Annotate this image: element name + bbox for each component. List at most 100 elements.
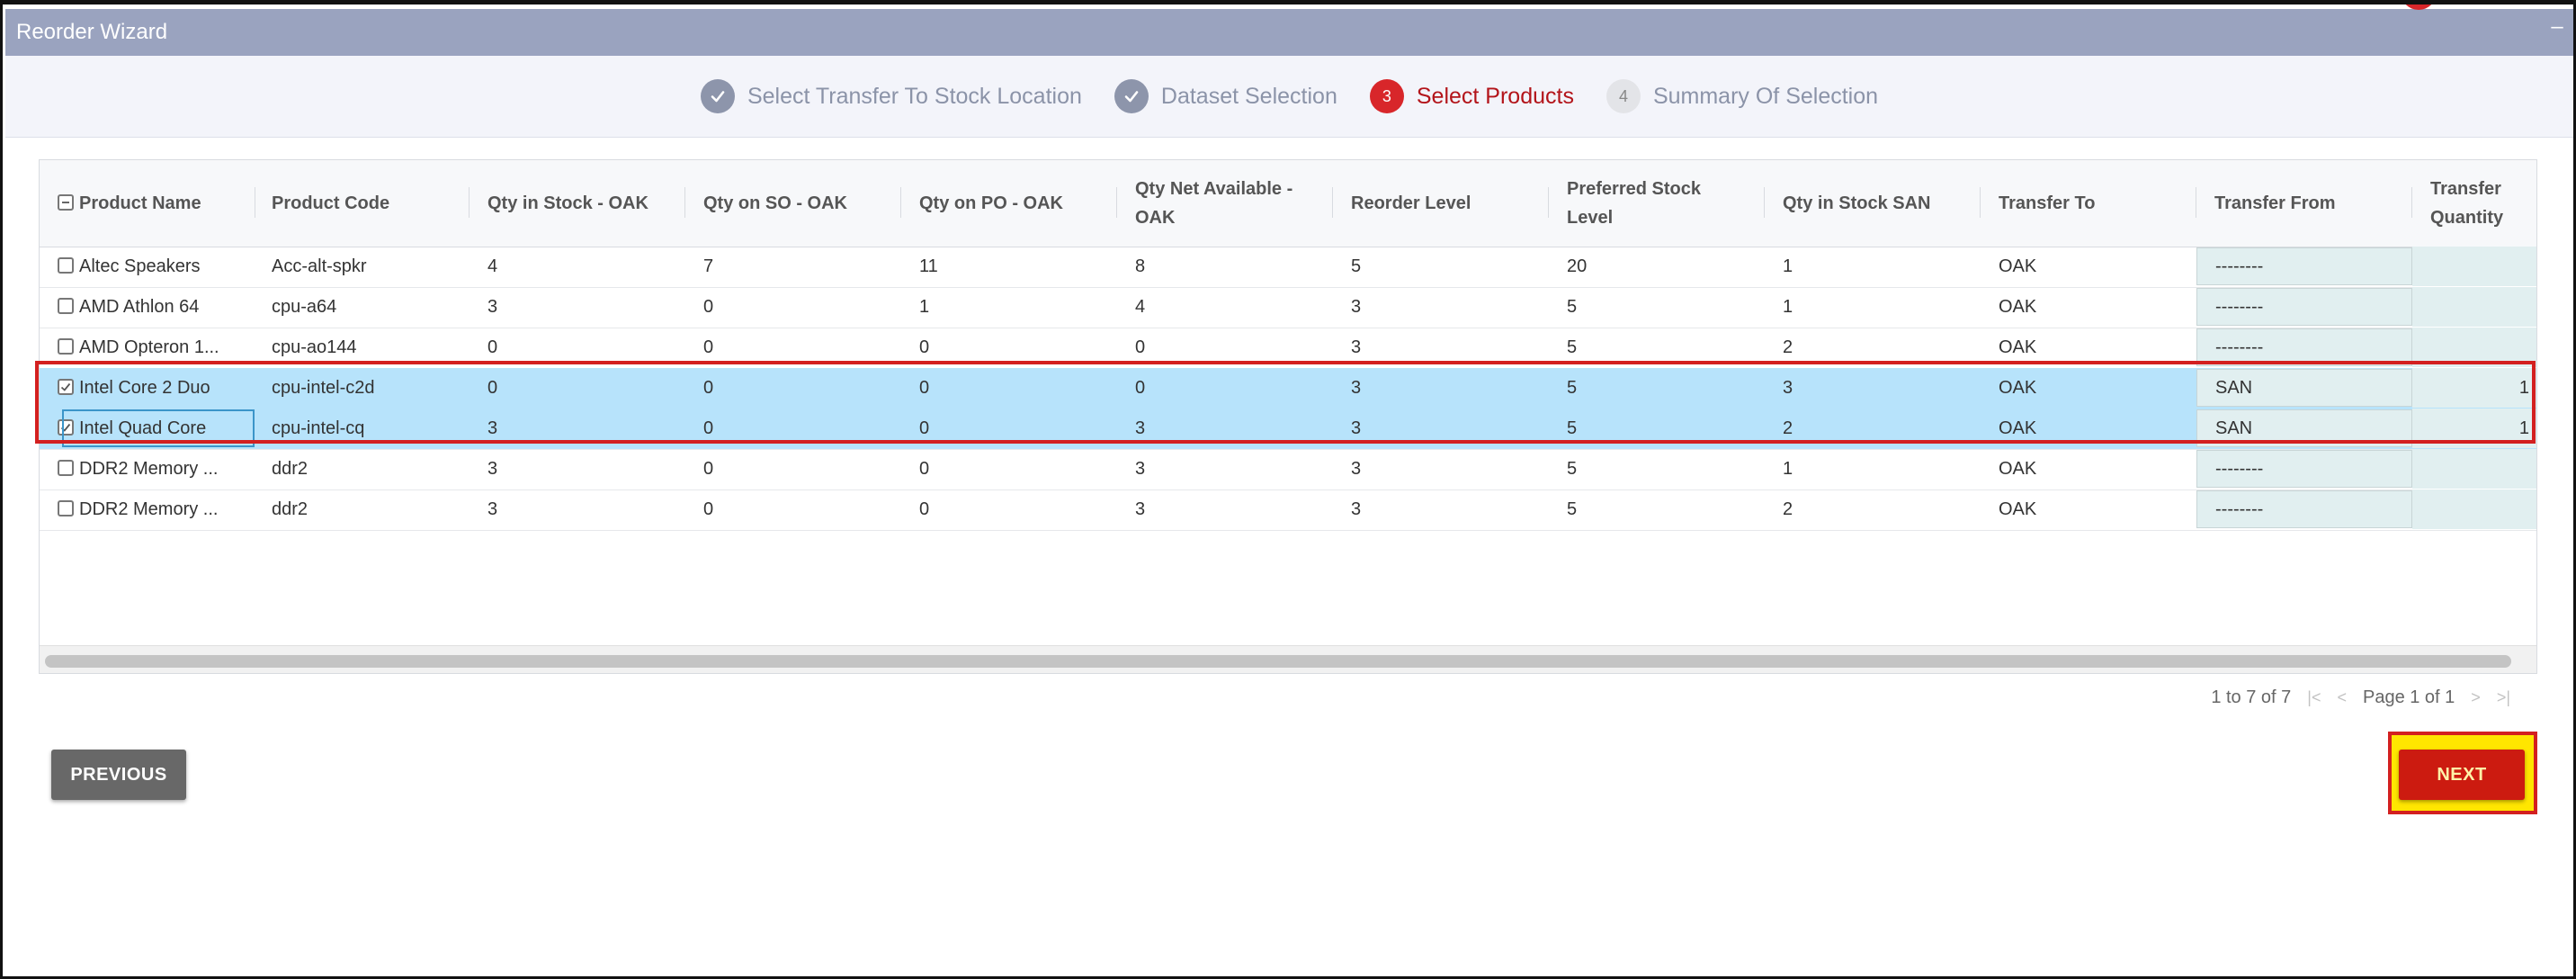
column-header-qty-net-oak[interactable]: Qty Net Available - OAK bbox=[1117, 160, 1333, 247]
column-header-label: Product Code bbox=[272, 193, 390, 213]
cell-transfer-from[interactable]: -------- bbox=[2196, 490, 2412, 528]
cell-transfer-from[interactable]: SAN bbox=[2196, 369, 2412, 407]
cell-transfer-to: OAK bbox=[1999, 498, 2037, 519]
column-separator[interactable] bbox=[1980, 187, 1981, 218]
table-row[interactable]: DDR2 Memory ... ddr2 3 0 0 3 3 5 1 OAK -------- bbox=[40, 449, 2536, 490]
cell-transfer-from[interactable]: -------- bbox=[2196, 450, 2412, 488]
minimize-icon[interactable]: – bbox=[2551, 14, 2563, 39]
column-header-label: Qty in Stock - OAK bbox=[487, 193, 648, 213]
table-row[interactable]: Intel Quad Core cpu-intel-cq 3 0 0 3 3 5 2 OAK SAN… bbox=[40, 409, 2536, 450]
cell-qty-so-oak: 0 bbox=[703, 418, 714, 438]
table-row[interactable]: AMD Athlon 64 cpu-a64 3 0 1 4 3 5 1 OAK -------- bbox=[40, 287, 2536, 328]
select-all-checkbox[interactable] bbox=[58, 194, 74, 211]
column-header-qty-stock-oak[interactable]: Qty in Stock - OAK bbox=[470, 160, 685, 247]
cell-qty-so-oak: 0 bbox=[703, 377, 714, 398]
column-header-product-name[interactable]: Product Name bbox=[61, 160, 255, 247]
cell-product-name: DDR2 Memory ... bbox=[79, 458, 219, 479]
previous-button[interactable]: PREVIOUS bbox=[51, 750, 186, 800]
cell-product-name: Intel Quad Core bbox=[61, 409, 255, 448]
next-page-icon[interactable]: > bbox=[2471, 687, 2481, 706]
cell-transfer-to: OAK bbox=[1999, 458, 2037, 479]
row-checkbox[interactable] bbox=[58, 257, 74, 274]
cell-transfer-qty[interactable]: 1 bbox=[2412, 409, 2536, 448]
column-header-transfer-from[interactable]: Transfer From bbox=[2196, 160, 2412, 247]
cell-transfer-qty[interactable] bbox=[2412, 328, 2536, 367]
step-label: Select Products bbox=[1416, 83, 1574, 109]
cell-preferred-level: 5 bbox=[1567, 377, 1578, 398]
last-page-icon[interactable]: >| bbox=[2496, 687, 2510, 706]
row-checkbox[interactable] bbox=[58, 338, 74, 355]
step-3: 3 Select Products bbox=[1369, 79, 1574, 113]
column-separator[interactable] bbox=[684, 187, 685, 218]
horizontal-scrollbar[interactable] bbox=[45, 655, 2511, 668]
cell-qty-net-oak: 3 bbox=[1135, 418, 1146, 438]
column-header-qty-so-oak[interactable]: Qty on SO - OAK bbox=[685, 160, 901, 247]
column-header-preferred-level[interactable]: Preferred Stock Level bbox=[1549, 160, 1765, 247]
cell-qty-so-oak: 0 bbox=[703, 296, 714, 317]
cell-transfer-from[interactable]: SAN bbox=[2196, 409, 2412, 447]
column-header-reorder-level[interactable]: Reorder Level bbox=[1333, 160, 1549, 247]
cell-reorder-level: 3 bbox=[1351, 458, 1362, 479]
cell-transfer-qty[interactable] bbox=[2412, 490, 2536, 529]
column-separator[interactable] bbox=[1116, 187, 1117, 218]
next-button[interactable]: NEXT bbox=[2399, 750, 2525, 800]
cell-transfer-qty[interactable] bbox=[2412, 449, 2536, 489]
cell-reorder-level: 3 bbox=[1351, 296, 1362, 317]
cell-qty-po-oak: 0 bbox=[919, 418, 930, 438]
cell-transfer-to: OAK bbox=[1999, 418, 2037, 438]
cell-transfer-qty[interactable] bbox=[2412, 287, 2536, 327]
cell-transfer-to: OAK bbox=[1999, 296, 2037, 317]
step-label: Summary Of Selection bbox=[1652, 83, 1879, 109]
row-checkbox[interactable] bbox=[58, 419, 74, 436]
column-separator[interactable] bbox=[1764, 187, 1765, 218]
cell-transfer-from[interactable]: -------- bbox=[2196, 288, 2412, 326]
prev-page-icon[interactable]: < bbox=[2337, 687, 2347, 706]
cell-transfer-from[interactable]: -------- bbox=[2196, 328, 2412, 366]
cell-preferred-level: 20 bbox=[1567, 256, 1588, 276]
cell-qty-stock-san: 1 bbox=[1783, 296, 1793, 317]
column-separator[interactable] bbox=[2411, 187, 2412, 218]
first-page-icon[interactable]: |< bbox=[2307, 687, 2321, 706]
cell-preferred-level: 5 bbox=[1567, 296, 1578, 317]
column-header-product-code[interactable]: Product Code bbox=[254, 160, 470, 247]
column-header-qty-po-oak[interactable]: Qty on PO - OAK bbox=[901, 160, 1117, 247]
pagination: 1 to 7 of 7 |< < Page 1 of 1 > >| bbox=[2211, 685, 2510, 710]
row-checkbox[interactable] bbox=[58, 500, 74, 516]
cell-qty-so-oak: 0 bbox=[703, 458, 714, 479]
cell-preferred-level: 5 bbox=[1567, 418, 1578, 438]
cell-qty-po-oak: 0 bbox=[919, 458, 930, 479]
cell-qty-stock-san: 1 bbox=[1783, 458, 1793, 479]
column-separator[interactable] bbox=[469, 187, 470, 218]
cell-product-code: cpu-ao144 bbox=[272, 337, 357, 357]
row-checkbox[interactable] bbox=[58, 460, 74, 476]
column-header-transfer-to[interactable]: Transfer To bbox=[1981, 160, 2196, 247]
row-checkbox[interactable] bbox=[58, 379, 74, 395]
cell-qty-stock-san: 2 bbox=[1783, 498, 1793, 519]
table-row[interactable]: AMD Opteron 1... cpu-ao144 0 0 0 0 3 5 2 OAK -----… bbox=[40, 328, 2536, 369]
cell-qty-stock-oak: 3 bbox=[487, 458, 498, 479]
step-1: Select Transfer To Stock Location bbox=[700, 79, 1082, 113]
cell-qty-stock-oak: 3 bbox=[487, 498, 498, 519]
cell-qty-stock-oak: 0 bbox=[487, 377, 498, 398]
wizard-stepper: Select Transfer To Stock Location Dataset… bbox=[5, 56, 2573, 138]
step-2: Dataset Selection bbox=[1114, 79, 1337, 113]
window-titlebar: Reorder Wizard – bbox=[5, 9, 2573, 56]
horizontal-scrollbar-track[interactable] bbox=[40, 645, 2536, 673]
table-row[interactable]: Altec Speakers Acc-alt-spkr 4 7 11 8 5 20 1 OAK --… bbox=[40, 247, 2536, 288]
cell-transfer-from[interactable]: -------- bbox=[2196, 247, 2412, 285]
table-row[interactable]: DDR2 Memory ... ddr2 3 0 0 3 3 5 2 OAK -------- bbox=[40, 490, 2536, 531]
column-separator[interactable] bbox=[900, 187, 901, 218]
column-header-label: Qty Net Available - OAK bbox=[1135, 179, 1293, 228]
column-header-label: Product Name bbox=[79, 193, 201, 213]
step-number: 4 bbox=[1606, 79, 1641, 113]
cell-transfer-qty[interactable]: 1 bbox=[2412, 368, 2536, 408]
cell-product-code: ddr2 bbox=[272, 458, 309, 479]
column-header-transfer-qty[interactable]: Transfer Quantity bbox=[2412, 160, 2536, 247]
column-separator[interactable] bbox=[1548, 187, 1549, 218]
column-header-qty-stock-san[interactable]: Qty in Stock SAN bbox=[1765, 160, 1981, 247]
column-separator[interactable] bbox=[1332, 187, 1333, 218]
row-checkbox[interactable] bbox=[58, 298, 74, 314]
table-row[interactable]: Intel Core 2 Duo cpu-intel-c2d 0 0 0 0 3 5 3 OAK S… bbox=[40, 368, 2536, 409]
cell-transfer-qty[interactable] bbox=[2412, 247, 2536, 286]
